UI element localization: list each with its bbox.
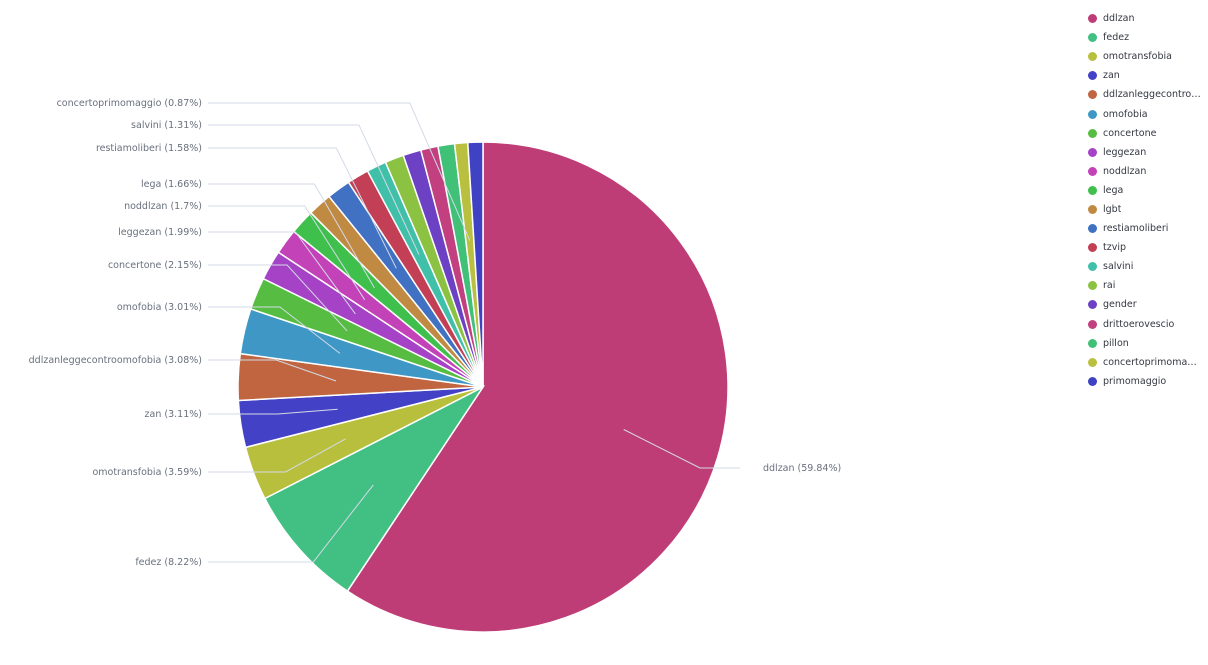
legend-color-dot-icon bbox=[1088, 281, 1097, 291]
leader-line-omofobia bbox=[208, 306, 341, 354]
legend-item-salvini[interactable]: salvini bbox=[1088, 257, 1203, 276]
leader-line-leggezan bbox=[208, 231, 356, 315]
legend-color-dot-icon bbox=[1088, 300, 1097, 310]
legend-color-dot-icon bbox=[1088, 33, 1097, 43]
leader-line-concertone bbox=[208, 264, 348, 332]
legend-color-dot-icon bbox=[1088, 338, 1097, 348]
legend-color-dot-icon bbox=[1088, 166, 1097, 176]
leader-line-zan bbox=[208, 408, 338, 415]
legend-color-dot-icon bbox=[1088, 128, 1097, 138]
legend-item-leggezan[interactable]: leggezan bbox=[1088, 143, 1203, 162]
legend-item-gender[interactable]: gender bbox=[1088, 295, 1203, 314]
legend-item-concertoprimomaggio[interactable]: concertoprimomaggio bbox=[1088, 353, 1203, 372]
legend-item-fedez[interactable]: fedez bbox=[1088, 28, 1203, 47]
legend-item-label: primomaggio bbox=[1103, 375, 1167, 387]
legend-item-ddlzan[interactable]: ddlzan bbox=[1088, 9, 1203, 28]
legend-color-dot-icon bbox=[1088, 71, 1097, 81]
legend-color-dot-icon bbox=[1088, 319, 1097, 329]
legend-item-label: leggezan bbox=[1103, 146, 1147, 158]
slice-label-ddlzan: ddlzan (59.84%) bbox=[763, 463, 841, 474]
legend-item-zan[interactable]: zan bbox=[1088, 66, 1203, 85]
leader-line-lega bbox=[208, 183, 375, 289]
legend-item-label: ddlzanleggecontroomofobia bbox=[1103, 89, 1201, 101]
leader-line-concertoprimomaggio bbox=[208, 102, 471, 241]
legend-item-rai[interactable]: rai bbox=[1088, 276, 1203, 295]
legend-item-label: fedez bbox=[1103, 32, 1130, 44]
leader-line-restiamoliberi bbox=[208, 147, 397, 269]
pie-slice-primomaggio[interactable] bbox=[466, 141, 484, 388]
legend-item-omotransfobia[interactable]: omotransfobia bbox=[1088, 47, 1203, 66]
slice-label-lega: lega (1.66%) bbox=[141, 179, 202, 190]
label-leader-lines bbox=[208, 102, 740, 563]
slice-label-ddlzanleggecontroomofobia: ddlzanleggecontroomofobia (3.08%) bbox=[29, 355, 202, 366]
legend-item-ddlzanleggecontroomofobia[interactable]: ddlzanleggecontroomofobia bbox=[1088, 85, 1203, 104]
leader-line-ddlzanleggecontroomofobia bbox=[208, 359, 337, 382]
legend-item-drittoerovescio[interactable]: drittoerovescio bbox=[1088, 315, 1203, 334]
legend-color-dot-icon bbox=[1088, 204, 1097, 214]
legend-item-label: concertoprimomaggio bbox=[1103, 356, 1201, 368]
legend-item-label: salvini bbox=[1103, 261, 1134, 273]
legend-item-label: gender bbox=[1103, 299, 1137, 311]
legend-item-lgbt[interactable]: lgbt bbox=[1088, 200, 1203, 219]
slice-label-omotransfobia: omotransfobia (3.59%) bbox=[92, 467, 202, 478]
legend-color-dot-icon bbox=[1088, 14, 1097, 24]
legend-item-label: lgbt bbox=[1103, 203, 1122, 215]
leader-line-omotransfobia bbox=[208, 438, 346, 473]
legend-item-noddlzan[interactable]: noddlzan bbox=[1088, 162, 1203, 181]
slice-label-leggezan: leggezan (1.99%) bbox=[118, 227, 202, 238]
legend-color-dot-icon bbox=[1088, 262, 1097, 272]
legend-item-label: restiamoliberi bbox=[1103, 223, 1169, 235]
slice-label-omofobia: omofobia (3.01%) bbox=[117, 302, 202, 313]
legend-color-dot-icon bbox=[1088, 90, 1097, 100]
slice-label-noddlzan: noddlzan (1.7%) bbox=[124, 201, 202, 212]
legend-item-label: noddlzan bbox=[1103, 165, 1147, 177]
legend-item-label: drittoerovescio bbox=[1103, 318, 1175, 330]
legend-item-concertone[interactable]: concertone bbox=[1088, 124, 1203, 143]
legend-color-dot-icon bbox=[1088, 109, 1097, 119]
legend-item-primomaggio[interactable]: primomaggio bbox=[1088, 372, 1203, 391]
legend-color-dot-icon bbox=[1088, 147, 1097, 157]
slice-label-fedez: fedez (8.22%) bbox=[135, 557, 202, 568]
legend-item-pillon[interactable]: pillon bbox=[1088, 334, 1203, 353]
legend-item-label: omofobia bbox=[1103, 108, 1148, 120]
legend-item-label: ddlzan bbox=[1103, 13, 1135, 25]
legend-color-dot-icon bbox=[1088, 357, 1097, 367]
pie-slice-fedez[interactable] bbox=[263, 385, 486, 593]
legend-item-label: tzvip bbox=[1103, 242, 1127, 254]
slice-labels: ddlzan (59.84%) fedez (8.22%) omotransfobi… bbox=[29, 98, 842, 568]
leader-line-fedez bbox=[208, 484, 374, 563]
slice-label-restiamoliberi: restiamoliberi (1.58%) bbox=[96, 143, 202, 154]
slice-label-concertone: concertone (2.15%) bbox=[108, 260, 202, 271]
leader-line-salvini bbox=[208, 124, 420, 255]
slice-label-salvini: salvini (1.31%) bbox=[131, 120, 202, 131]
legend: ddlzan fedez omotransfobia zan ddlzanleggeco… bbox=[1088, 9, 1203, 391]
legend-color-dot-icon bbox=[1088, 243, 1097, 253]
legend-item-label: concertone bbox=[1103, 127, 1157, 139]
leader-line-noddlzan bbox=[208, 205, 366, 301]
legend-item-label: zan bbox=[1103, 70, 1120, 82]
legend-color-dot-icon bbox=[1088, 52, 1097, 62]
leader-line-ddlzan bbox=[623, 429, 740, 469]
slice-label-concertoprimomaggio: concertoprimomaggio (0.87%) bbox=[57, 98, 202, 109]
legend-item-tzvip[interactable]: tzvip bbox=[1088, 238, 1203, 257]
pie-slices bbox=[237, 141, 729, 633]
legend-item-omofobia[interactable]: omofobia bbox=[1088, 104, 1203, 123]
legend-item-label: pillon bbox=[1103, 337, 1129, 349]
legend-item-label: rai bbox=[1103, 280, 1116, 292]
pie-slice-ddlzan[interactable] bbox=[346, 141, 729, 633]
legend-item-restiamoliberi[interactable]: restiamoliberi bbox=[1088, 219, 1203, 238]
legend-item-lega[interactable]: lega bbox=[1088, 181, 1203, 200]
legend-item-label: omotransfobia bbox=[1103, 51, 1172, 63]
legend-color-dot-icon bbox=[1088, 376, 1097, 386]
legend-item-label: lega bbox=[1103, 184, 1124, 196]
legend-color-dot-icon bbox=[1088, 224, 1097, 234]
legend-color-dot-icon bbox=[1088, 185, 1097, 195]
slice-label-zan: zan (3.11%) bbox=[145, 409, 202, 420]
